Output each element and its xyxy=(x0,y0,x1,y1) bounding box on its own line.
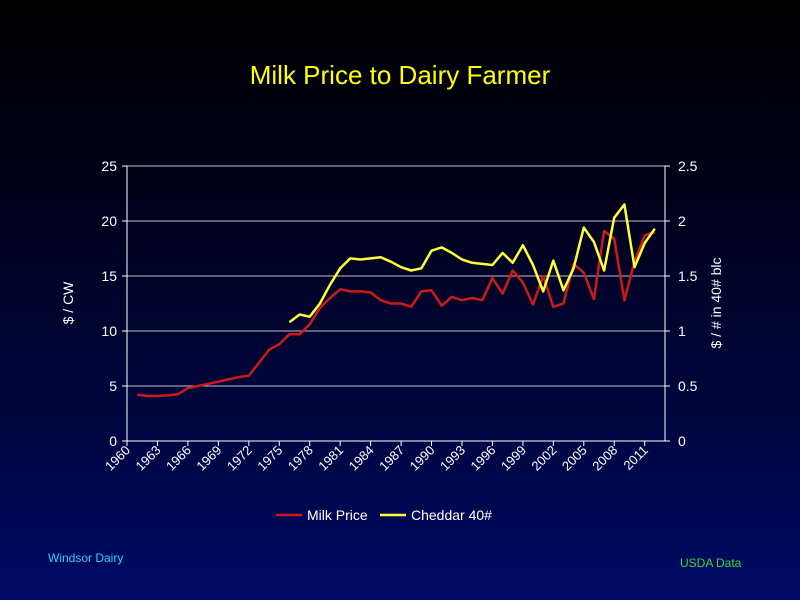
milk-price-line xyxy=(137,229,656,398)
x-tick-label: 1987 xyxy=(376,443,407,474)
x-tick-label: 1969 xyxy=(193,443,224,474)
y-tick-label: 25 xyxy=(101,158,117,174)
y-tick-label: 0 xyxy=(109,433,117,449)
x-tick-label: 1972 xyxy=(224,443,255,474)
footer-right-label: USDA Data xyxy=(680,556,742,570)
y-tick-label: 15 xyxy=(101,268,117,284)
x-tick-label: 1978 xyxy=(285,443,316,474)
x-tick-label: 1966 xyxy=(163,443,194,474)
y-tick-label: 10 xyxy=(101,323,117,339)
x-tick-label: 2008 xyxy=(589,443,620,474)
y-tick-label: 5 xyxy=(109,378,117,394)
y2-tick-label: 1 xyxy=(678,323,686,339)
x-tick-label: 2011 xyxy=(620,443,650,473)
x-tick-label: 1975 xyxy=(254,443,285,474)
axes xyxy=(122,165,670,446)
x-tick-label: 1990 xyxy=(407,443,438,474)
y-tick-label: 20 xyxy=(101,213,117,229)
y2-tick-label: 0.5 xyxy=(678,378,698,394)
x-tick-label: 1963 xyxy=(133,443,164,474)
chart-title: Milk Price to Dairy Farmer xyxy=(249,60,551,90)
legend: Milk Price Cheddar 40# xyxy=(276,507,492,523)
x-tick-label: 1996 xyxy=(467,443,498,474)
series-lines xyxy=(137,203,656,398)
y2-tick-label: 2.5 xyxy=(678,158,698,174)
x-tick-label: 1960 xyxy=(102,443,133,474)
y2-tick-label: 1.5 xyxy=(678,268,698,284)
x-tick-label: 2005 xyxy=(559,443,590,474)
x-tick-label: 1993 xyxy=(437,443,468,474)
x-tick-label: 1984 xyxy=(346,443,377,474)
y2-tick-label: 0 xyxy=(678,433,686,449)
grid-lines xyxy=(127,165,665,387)
x-tick-label: 1999 xyxy=(498,443,529,474)
cheddar-line xyxy=(288,203,656,324)
legend-label: Cheddar 40# xyxy=(411,507,492,523)
x-tick-label: 1981 xyxy=(315,443,346,474)
y-axis-title: $ / CW xyxy=(60,281,76,325)
y2-tick-label: 2 xyxy=(678,213,686,229)
legend-label: Milk Price xyxy=(307,507,368,523)
footer-left-label: Windsor Dairy xyxy=(48,551,124,565)
x-tick-label: 2002 xyxy=(528,443,559,474)
y2-axis-title: $ / # in 40# blc xyxy=(708,257,724,348)
